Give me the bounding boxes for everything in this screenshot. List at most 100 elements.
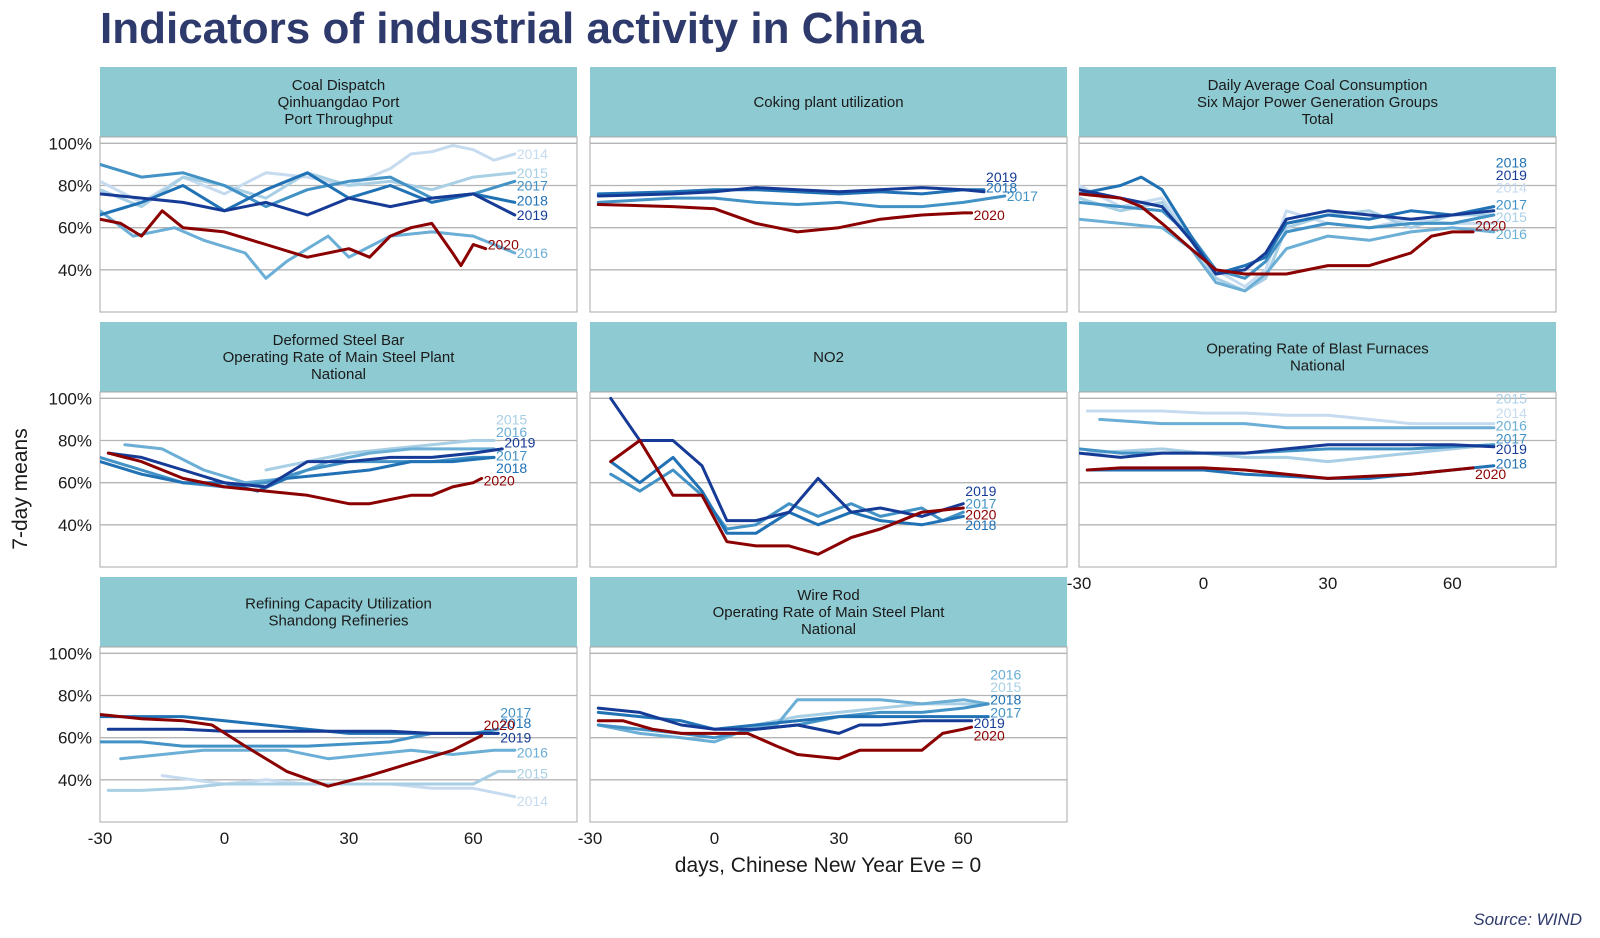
facet-title-line: Operating Rate of Main Steel Plant xyxy=(223,349,456,366)
series-label-2017: 2017 xyxy=(965,496,996,512)
series-label-2014: 2014 xyxy=(517,793,548,809)
x-tick-label: -30 xyxy=(578,829,603,848)
series-label-2016: 2016 xyxy=(1496,418,1527,434)
series-line-2016 xyxy=(100,209,517,280)
series-label-2019: 2019 xyxy=(965,483,996,499)
facet-title-line: Refining Capacity Utilization xyxy=(245,596,432,613)
x-tick-label: -30 xyxy=(88,829,113,848)
series-line-2019 xyxy=(100,192,517,217)
series-line-2016 xyxy=(1098,417,1496,430)
series-line-2019 xyxy=(1079,188,1496,276)
facet-title-line: Daily Average Coal Consumption xyxy=(1208,77,1428,94)
series-label-2015: 2015 xyxy=(517,766,548,782)
series-line-2020 xyxy=(596,203,974,234)
series-line-2017 xyxy=(596,194,1007,209)
chart-title: Indicators of industrial activity in Chi… xyxy=(100,4,924,53)
y-tick-label: 40% xyxy=(58,771,92,790)
series-label-2019: 2019 xyxy=(1496,167,1527,183)
series-label-2018: 2018 xyxy=(517,192,548,208)
x-tick-label: -30 xyxy=(1067,574,1092,593)
series-group xyxy=(1079,409,1496,480)
series-label-2020: 2020 xyxy=(484,473,515,489)
series-line-2019 xyxy=(106,727,500,735)
facet-strip xyxy=(100,322,577,392)
series-label-2017: 2017 xyxy=(1496,196,1527,212)
series-label-2020: 2020 xyxy=(965,506,996,522)
x-tick-label: 0 xyxy=(710,829,719,848)
y-tick-label: 100% xyxy=(49,644,92,663)
facet-strip xyxy=(100,67,577,137)
series-label-2017: 2017 xyxy=(517,177,548,193)
series-label-2016: 2016 xyxy=(990,666,1021,682)
series-group xyxy=(1079,175,1496,293)
y-tick-label: 40% xyxy=(58,261,92,280)
series-line-2019 xyxy=(1079,443,1496,459)
y-tick-label: 60% xyxy=(58,729,92,748)
facet-panel: NO2 2017 2018 2019 2020 xyxy=(589,322,1068,568)
series-line-2015 xyxy=(106,769,517,792)
series-label-2020: 2020 xyxy=(488,237,519,253)
panel-border xyxy=(99,136,578,313)
y-tick-label: 60% xyxy=(58,474,92,493)
y-tick-label: 80% xyxy=(58,686,92,705)
series-line-2016 xyxy=(596,698,990,744)
x-tick-label: 30 xyxy=(1318,574,1337,593)
facet-title-line: National xyxy=(311,366,366,383)
series-line-2020 xyxy=(609,439,965,556)
series-line-2020 xyxy=(106,451,484,506)
series-label-2015: 2015 xyxy=(990,679,1021,695)
series-line-2019 xyxy=(596,186,986,198)
facet-title-line: National xyxy=(1290,358,1345,375)
x-tick-label: 30 xyxy=(829,829,848,848)
series-label-2017: 2017 xyxy=(500,704,531,720)
facet-title-line: Port Throughput xyxy=(284,111,393,128)
x-tick-label: 60 xyxy=(464,829,483,848)
series-line-2017 xyxy=(1079,200,1496,280)
series-label-2015: 2015 xyxy=(1496,209,1527,225)
facet-panel: Operating Rate of Blast FurnacesNational… xyxy=(1067,322,1557,593)
series-group xyxy=(596,698,990,761)
series-line-2020 xyxy=(1079,192,1475,276)
series-group xyxy=(609,396,965,556)
series-label-2020: 2020 xyxy=(974,207,1005,223)
series-label-2019: 2019 xyxy=(1496,441,1527,457)
series-line-2014 xyxy=(1085,409,1496,426)
facet-strip xyxy=(1079,67,1556,137)
series-line-2015 xyxy=(754,702,990,727)
facet-title-line: Operating Rate of Main Steel Plant xyxy=(713,604,946,621)
y-tick-label: 100% xyxy=(49,389,92,408)
x-tick-label: 0 xyxy=(220,829,229,848)
series-line-2016 xyxy=(119,748,517,761)
series-label-2017: 2017 xyxy=(496,447,527,463)
y-tick-label: 100% xyxy=(49,134,92,153)
series-label-2016: 2016 xyxy=(517,245,548,261)
series-label-2015: 2015 xyxy=(496,411,527,427)
series-label-2015: 2015 xyxy=(1496,390,1527,406)
series-label-2019: 2019 xyxy=(974,715,1005,731)
series-label-2017: 2017 xyxy=(1007,188,1038,204)
series-label-2014: 2014 xyxy=(517,146,548,162)
series-label-2014: 2014 xyxy=(1496,180,1527,196)
y-tick-label: 80% xyxy=(58,431,92,450)
series-line-2020 xyxy=(100,713,484,788)
series-group xyxy=(596,186,1007,234)
panel-border xyxy=(589,136,1068,313)
facet-strip xyxy=(590,322,1067,392)
facet-title-line: Six Major Power Generation Groups xyxy=(1197,94,1438,111)
series-label-2017: 2017 xyxy=(1496,430,1527,446)
facet-title-line: Deformed Steel Bar xyxy=(273,332,405,349)
series-line-2019 xyxy=(609,396,965,523)
series-label-2018: 2018 xyxy=(986,180,1017,196)
series-label-2019: 2019 xyxy=(517,207,548,223)
facet-title-line: Coking plant utilization xyxy=(753,94,903,111)
series-label-2019: 2019 xyxy=(500,730,531,746)
series-group xyxy=(100,143,517,280)
panel-border xyxy=(99,391,578,568)
series-label-2018: 2018 xyxy=(1496,154,1527,170)
series-line-2015 xyxy=(1079,196,1496,293)
facet-strip xyxy=(590,67,1067,137)
